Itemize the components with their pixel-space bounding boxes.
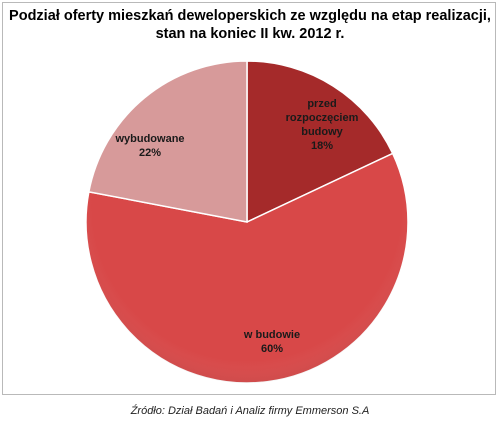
slice-label-completed: wybudowane 22% xyxy=(114,133,184,159)
pie-labels: przed rozpoczęciem budowy 18% w budowie 60% wy… xyxy=(114,98,358,355)
source-note: Źródło: Dział Badań i Analiz firmy Emmer… xyxy=(130,405,370,417)
chart-title-line-2: stan na koniec II kw. 2012 r. xyxy=(155,26,345,42)
pie-slices xyxy=(85,60,409,384)
pie-shading xyxy=(86,61,408,383)
chart-title: Podział oferty mieszkań deweloperskich z… xyxy=(3,7,497,43)
slice-label-pre-construction: przed rozpoczęciem budowy 18% xyxy=(286,98,359,152)
chart-title-line-1: Podział oferty mieszkań deweloperskich z… xyxy=(9,8,491,24)
slice-label-under-construction: w budowie 60% xyxy=(243,329,300,355)
